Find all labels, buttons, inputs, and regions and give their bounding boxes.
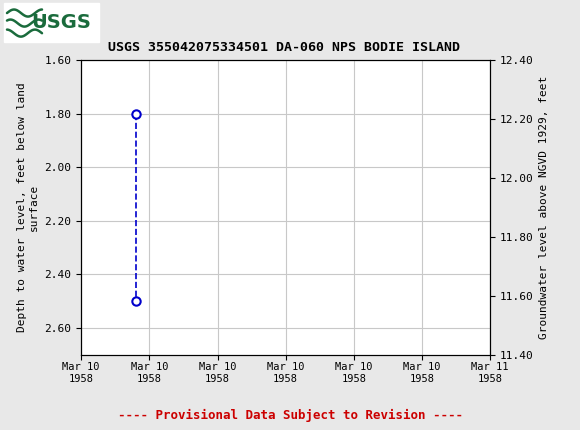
Y-axis label: Groundwater level above NGVD 1929, feet: Groundwater level above NGVD 1929, feet bbox=[539, 76, 549, 339]
Y-axis label: Depth to water level, feet below land
surface: Depth to water level, feet below land su… bbox=[17, 83, 39, 332]
Bar bbox=[4, 3, 99, 42]
Text: ---- Provisional Data Subject to Revision ----: ---- Provisional Data Subject to Revisio… bbox=[118, 409, 462, 422]
Text: USGS: USGS bbox=[31, 13, 91, 32]
Text: USGS 355042075334501 DA-060 NPS BODIE ISLAND: USGS 355042075334501 DA-060 NPS BODIE IS… bbox=[108, 41, 460, 54]
